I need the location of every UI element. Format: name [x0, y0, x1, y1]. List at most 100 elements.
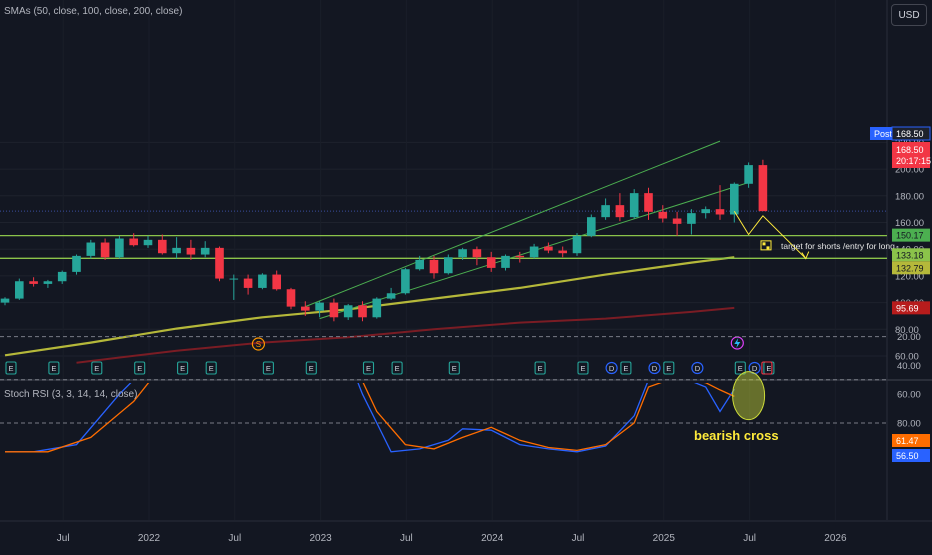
post-price-bg: [891, 126, 931, 141]
time-tick-label: 2022: [138, 533, 161, 544]
earnings-marker-label: E: [209, 364, 214, 373]
candle-body: [658, 211, 668, 219]
currency-button[interactable]: USD: [891, 4, 927, 26]
flag-box: [760, 240, 772, 251]
candle-body: [615, 205, 625, 218]
candle-body: [143, 239, 153, 246]
candle-body: [358, 305, 367, 318]
candle-body: [629, 193, 639, 218]
candle-body: [243, 278, 253, 288]
dividend-marker-icon: [605, 361, 618, 375]
stoch-tick-label: 40.00: [897, 361, 921, 372]
dividend-marker-icon: [648, 361, 661, 375]
earnings-marker-icon: [448, 361, 460, 375]
bearish-cross-text: bearish cross: [694, 428, 779, 443]
projection-arrowhead: [801, 251, 810, 260]
dividend-marker-label: D: [695, 364, 701, 373]
level-label-value: 132.79: [896, 263, 924, 273]
earnings-marker-label: E: [623, 364, 628, 373]
stoch-legend[interactable]: Stoch RSI (3, 3, 14, 14, close): [4, 389, 138, 400]
price-labels: Post 168.50168.5020:17:15150.17133.18132.…: [870, 126, 931, 315]
stoch-k-value: 56.50: [896, 451, 919, 461]
countdown-value: 20:17:15: [896, 156, 931, 166]
stoch-tick-label: 60.00: [897, 390, 921, 401]
channel-upper-line: [305, 140, 721, 308]
earnings-marker-label: E: [452, 364, 457, 373]
candle-body: [286, 289, 296, 307]
candle-body: [486, 257, 496, 268]
stoch-k-line: [5, 383, 735, 453]
candle-body: [515, 255, 525, 258]
target-flag-icon: [760, 240, 772, 251]
candle-body: [343, 305, 353, 318]
candle-body: [115, 238, 124, 258]
dividend-marker-label: D: [652, 364, 658, 373]
earnings-marker-label: E: [666, 364, 671, 373]
candle-body: [472, 249, 482, 258]
candle-body: [301, 306, 310, 311]
price-grid: [0, 141, 887, 357]
last-price-bg: [892, 142, 930, 168]
candle-body: [715, 209, 725, 215]
candle-body: [501, 255, 510, 268]
level-label-bg: [892, 228, 930, 242]
candle-body: [672, 218, 682, 224]
candle-body: [272, 274, 281, 290]
post-tag-bg: [870, 127, 892, 140]
earnings-marker-label: E: [137, 364, 142, 373]
candle-body: [687, 213, 696, 224]
candle-body: [386, 293, 396, 299]
target-annotation-text: target for shorts /entry for long: [781, 241, 895, 251]
time-tick-label: 2024: [481, 533, 504, 544]
level-label-bg: [892, 301, 930, 315]
earnings-marker-label: E: [94, 364, 99, 373]
time-tick-label: 2023: [309, 533, 332, 544]
earnings-marker-icon: [663, 361, 675, 375]
earnings-marker-label: E: [180, 364, 185, 373]
candle-body: [730, 183, 739, 215]
candle-body: [401, 269, 410, 294]
post-tag-label: Post: [874, 129, 893, 139]
stoch-tick-label: 80.00: [897, 419, 921, 430]
earnings-marker-icon: [205, 361, 217, 375]
candle-body: [644, 193, 653, 212]
earnings-marker-label: E: [309, 364, 314, 373]
candle-body: [172, 247, 181, 254]
time-tick-label: 2025: [653, 533, 676, 544]
earnings-marker-icon: [262, 361, 274, 375]
candle-body: [57, 271, 67, 282]
candle-body: [429, 259, 439, 274]
earnings-marker-icon: [734, 361, 746, 375]
indicator-legend[interactable]: SMAs (50, close, 100, close, 200, close): [4, 6, 183, 17]
candle-body: [158, 239, 167, 254]
flash-bolt-icon: [734, 338, 741, 348]
candle-body: [529, 246, 539, 258]
earnings-marker-icon: [91, 361, 103, 375]
earnings-marker-icon: [534, 361, 546, 375]
sma-100-line: [4, 256, 735, 357]
post-price-value: 168.50: [896, 129, 924, 139]
earnings-marker-icon: [391, 361, 403, 375]
candle-body: [372, 298, 382, 318]
candle-body: [186, 247, 196, 255]
candle-body: [415, 259, 424, 270]
candle-body: [29, 281, 38, 284]
time-tick-label: Jul: [572, 533, 585, 544]
candle-body: [572, 235, 582, 254]
candle-body: [258, 274, 267, 288]
earnings-marker-icon: [177, 361, 189, 375]
candle-body: [100, 242, 110, 258]
price-tick-label: 60.00: [895, 352, 919, 363]
candle-body: [215, 247, 224, 279]
candles: [0, 159, 768, 322]
dividend-marker-label: D: [609, 364, 615, 373]
flag-check: [766, 246, 770, 250]
candle-body: [544, 246, 553, 251]
candle-body: [558, 250, 567, 254]
level-label-bg: [892, 261, 930, 275]
earnings-marker-label: E: [395, 364, 400, 373]
price-tick-label: 160.00: [895, 218, 924, 229]
earnings-marker-label: E: [766, 364, 771, 373]
